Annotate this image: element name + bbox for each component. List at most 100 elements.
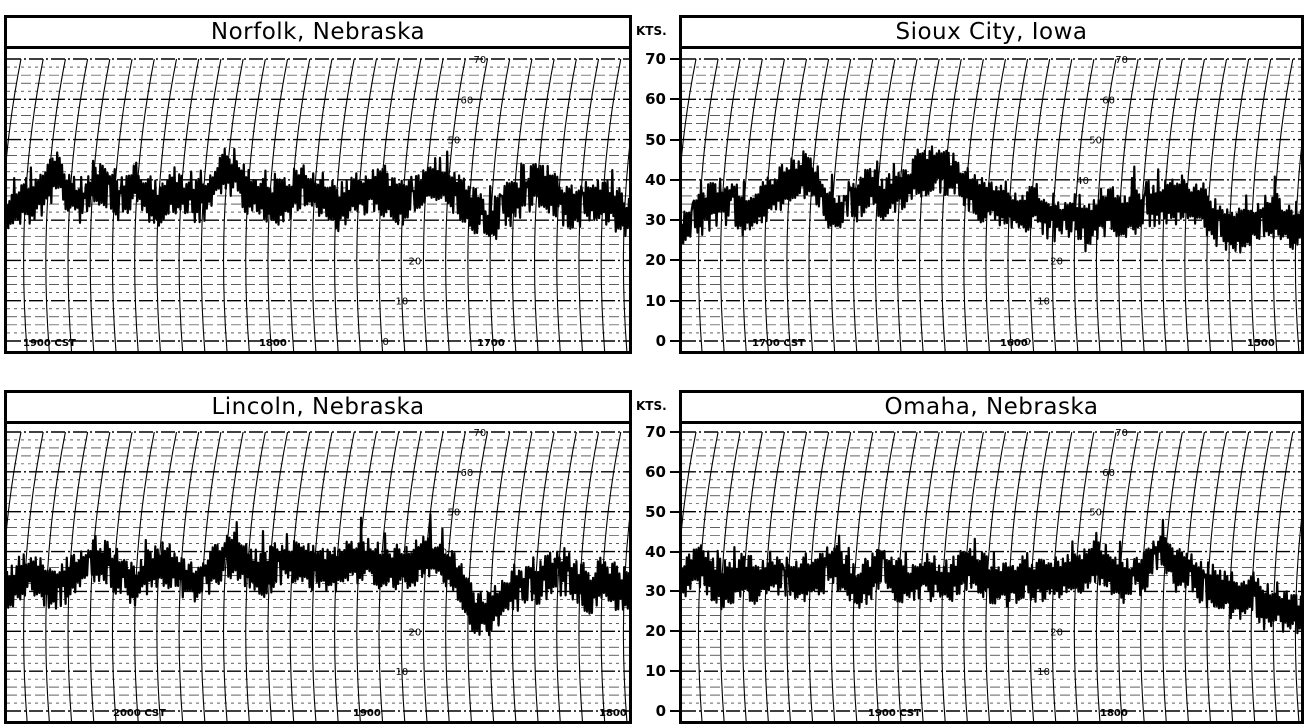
axis-tick: 0 — [632, 332, 680, 350]
ring-label: 50 — [1089, 508, 1102, 519]
chart-title-box: Norfolk, Nebraska — [7, 18, 629, 49]
chart-panel-sioux-city: Sioux City, Iowa 70 60 50 40 20 10 0 1700 CST 1… — [679, 15, 1304, 354]
time-label: 1700 — [477, 338, 505, 349]
wind-trace-plot: 70 60 50 20 10 — [682, 428, 1301, 721]
axis-tick-label: 40 — [645, 170, 666, 189]
ring-label: 20 — [1050, 627, 1063, 638]
axis-tick: 40 — [632, 543, 680, 561]
time-arc — [489, 431, 511, 721]
time-arc — [963, 58, 984, 351]
time-arc — [919, 58, 940, 351]
time-arc — [1228, 431, 1250, 721]
chart-panel-omaha: Omaha, Nebraska 70 60 50 20 10 1900 CST 1800 — [679, 390, 1304, 724]
axis-tick-label: 30 — [645, 582, 666, 601]
axis-tick-label: 70 — [645, 423, 666, 441]
ring-label: 0 — [383, 337, 389, 348]
axis-tick-mark — [670, 58, 680, 60]
axis-unit-label: KTS. — [636, 399, 667, 413]
axis-tick-label: 60 — [645, 90, 666, 109]
time-label: 1800 — [259, 338, 287, 349]
axis-tick-mark — [670, 710, 680, 712]
axis-tick-mark — [670, 259, 680, 262]
axis-tick: 20 — [632, 251, 680, 269]
time-arc — [1250, 58, 1272, 351]
axis-tick: 50 — [632, 503, 680, 521]
time-label: 1800 — [599, 708, 627, 719]
time-arc — [422, 431, 444, 721]
knots-axis-top: KTS. 70 60 50 40 30 20 10 0 — [632, 24, 680, 350]
ring-label: 10 — [1037, 667, 1050, 678]
axis-tick-label: 20 — [645, 622, 666, 641]
plot-area: 70 60 50 20 10 1900 CST 1800 — [682, 424, 1301, 721]
knots-axis-bottom: KTS. 70 60 50 40 30 20 10 0 — [632, 399, 680, 720]
wind-speed-series-0 — [682, 145, 1301, 254]
time-arc — [1272, 431, 1294, 721]
time-arc — [1294, 519, 1301, 721]
axis-tick: 70 — [632, 50, 680, 68]
ring-label: 70 — [474, 428, 487, 439]
ring-label: 60 — [1102, 468, 1115, 479]
time-arc — [1162, 431, 1183, 721]
time-label: 1900 — [353, 708, 381, 719]
chart-panel-norfolk: Norfolk, Nebraska 70 60 50 20 10 0 1900 CST 18… — [4, 15, 632, 354]
time-arc — [223, 58, 244, 351]
chart-title-box: Lincoln, Nebraska — [7, 393, 629, 424]
wind-speed-series-0 — [7, 513, 629, 637]
axis-tick: 70 — [632, 423, 680, 441]
time-arc — [1228, 58, 1250, 351]
ring-label: 10 — [396, 667, 409, 678]
axis-tick: 10 — [632, 662, 680, 680]
chart-title: Norfolk, Nebraska — [210, 19, 426, 45]
axis-tick: 50 — [632, 131, 680, 149]
plot-area: 70 60 50 40 20 10 2000 CST 1900 1800 — [7, 424, 629, 721]
time-arc — [445, 58, 466, 351]
axis-tick-label: 10 — [645, 662, 666, 681]
axis-tick-mark — [670, 431, 680, 433]
axis-tick-mark — [670, 98, 680, 101]
chart-title: Omaha, Nebraska — [884, 394, 1099, 420]
time-arc — [556, 431, 577, 721]
time-arc — [852, 431, 874, 721]
time-label: 1900 CST — [868, 708, 921, 719]
ring-label: 60 — [1102, 95, 1115, 106]
ring-label: 20 — [1050, 256, 1063, 267]
axis-tick-label: 0 — [655, 702, 666, 720]
axis-tick-label: 0 — [655, 332, 666, 350]
time-label: 1900 CST — [23, 338, 76, 349]
ring-label: 20 — [409, 256, 422, 267]
time-label: 1600 — [1000, 338, 1028, 349]
axis-tick-mark — [670, 178, 680, 181]
axis-tick: 60 — [632, 463, 680, 481]
time-arc — [534, 58, 555, 351]
axis-tick: 60 — [632, 90, 680, 108]
time-arc — [223, 431, 244, 721]
axis-tick-label: 40 — [645, 542, 666, 561]
axis-tick-mark — [670, 630, 680, 633]
time-arc — [682, 58, 697, 158]
ring-label: 70 — [474, 55, 487, 66]
axis-tick-mark — [670, 299, 680, 302]
ring-label: 50 — [448, 136, 461, 147]
axis-tick: 30 — [632, 582, 680, 600]
ring-label: 60 — [461, 468, 474, 479]
axis-tick-label: 20 — [645, 251, 666, 270]
ring-label: 70 — [1115, 55, 1128, 66]
ring-label: 20 — [409, 627, 422, 638]
time-arc — [467, 431, 489, 721]
ring-label: 50 — [448, 508, 461, 519]
axis-tick-mark — [670, 340, 680, 342]
axis-tick-mark — [670, 510, 680, 513]
chart-title: Lincoln, Nebraska — [211, 394, 425, 420]
time-arc — [682, 431, 697, 530]
time-arc — [134, 58, 155, 351]
axis-tick-mark — [670, 470, 680, 473]
time-arc — [786, 58, 808, 351]
chart-title: Sioux City, Iowa — [895, 19, 1088, 45]
time-arc — [422, 58, 444, 351]
axis-tick: 0 — [632, 702, 680, 720]
chart-title-box: Sioux City, Iowa — [682, 18, 1301, 49]
axis-tick: 20 — [632, 622, 680, 640]
axis-tick-mark — [670, 590, 680, 593]
time-arc — [808, 58, 830, 351]
